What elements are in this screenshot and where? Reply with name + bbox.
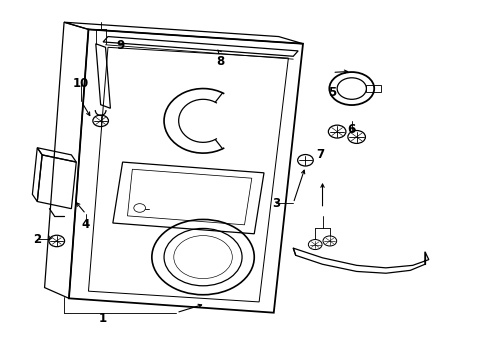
Text: 10: 10 [73,77,89,90]
Text: 8: 8 [216,55,224,68]
Text: 9: 9 [116,39,124,52]
Text: 1: 1 [99,311,107,325]
Text: 3: 3 [272,197,280,210]
Text: 2: 2 [33,233,41,246]
Text: 6: 6 [347,123,355,136]
Text: 7: 7 [315,148,324,161]
Text: 5: 5 [327,86,336,99]
Text: 4: 4 [81,218,90,231]
